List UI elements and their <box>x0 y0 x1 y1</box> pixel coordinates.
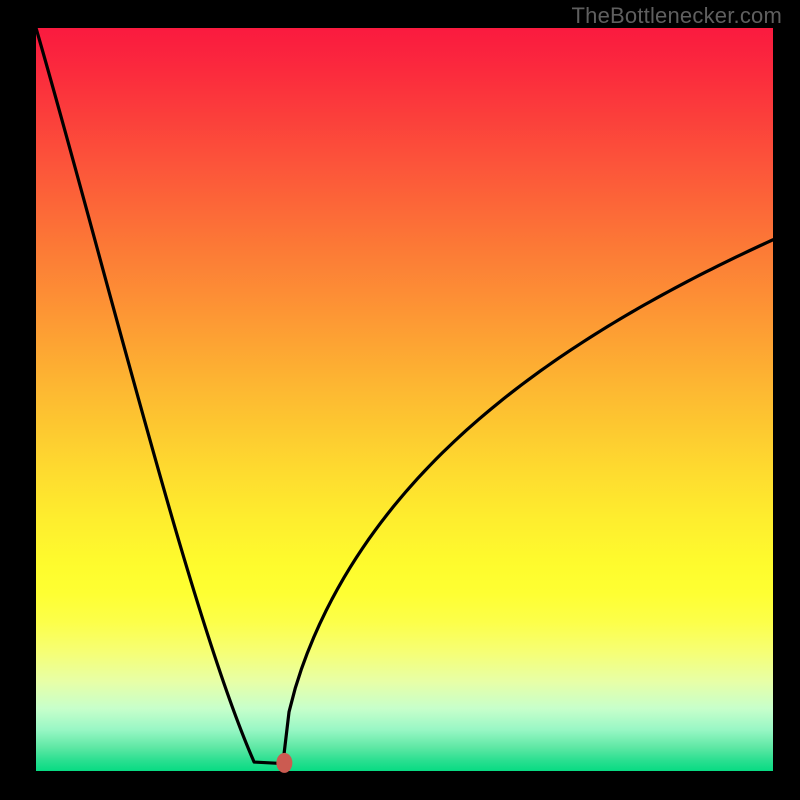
curve-layer <box>36 28 773 771</box>
optimal-point-marker <box>276 753 292 773</box>
bottleneck-curve <box>36 28 773 764</box>
watermark-text: TheBottlenecker.com <box>572 3 782 29</box>
chart-stage: TheBottlenecker.com <box>0 0 800 800</box>
plot-frame <box>36 28 773 771</box>
